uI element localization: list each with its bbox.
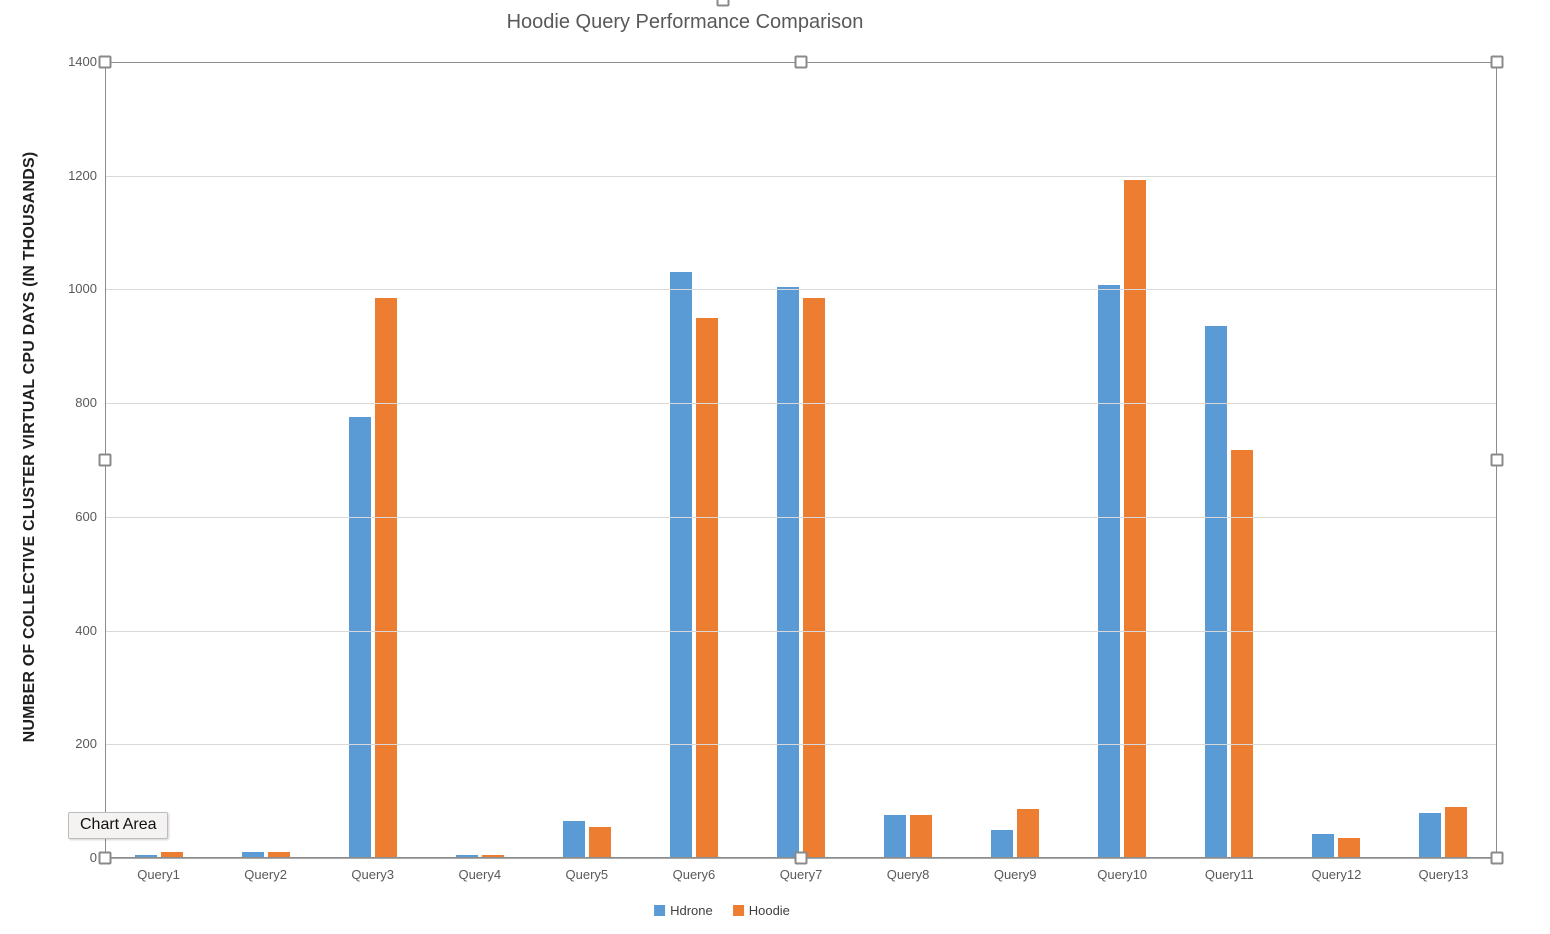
y-tick-label-1200[interactable]: 1200 [68,167,97,183]
bar-hoodie-query4[interactable] [481,855,504,858]
legend-item-hdrone[interactable]: Hdrone [654,903,713,918]
selection-handle-top-center[interactable] [794,55,808,69]
bar-hdrone-query11[interactable] [1205,326,1228,858]
bar-hoodie-query12[interactable] [1338,838,1361,858]
bar-hoodie-query6[interactable] [695,317,718,858]
gridline-800 [105,403,1497,405]
bar-group-query7 [747,62,854,858]
x-label-query3[interactable]: Query3 [351,867,395,882]
legend-label-hoodie: Hoodie [748,903,790,918]
bar-group-query2 [212,62,319,858]
bar-hdrone-query1[interactable] [134,855,157,858]
bar-hdrone-query6[interactable] [669,272,692,858]
bar-hdrone-query8[interactable] [884,814,907,858]
selection-handle-bottom-right[interactable] [1490,851,1504,865]
bar-group-query12 [1283,62,1390,858]
gridline-400 [105,630,1497,632]
x-label-query11[interactable]: Query11 [1204,867,1254,882]
bar-hoodie-query2[interactable] [267,852,290,858]
x-label-query1[interactable]: Query1 [137,867,180,882]
bar-hdrone-query2[interactable] [241,852,264,858]
x-label-query2[interactable]: Query2 [244,867,287,882]
x-label-query5[interactable]: Query5 [565,867,609,882]
gridline-600 [105,516,1497,518]
bar-hoodie-query8[interactable] [910,815,933,858]
bar-group-query13 [1390,62,1497,858]
bar-group-query3 [319,62,426,858]
selection-handle-bottom-center[interactable] [794,851,808,865]
y-tick-label-1000[interactable]: 1000 [68,281,97,297]
bar-hdrone-query3[interactable] [348,417,371,858]
x-label-query9[interactable]: Query9 [993,867,1037,882]
selection-handle-top-left[interactable] [98,55,112,69]
bar-hdrone-query5[interactable] [562,821,585,858]
x-axis-labels: Query1 Query2 Query3 Query4 Query5 Query6 Quer… [105,867,1497,882]
bar-hoodie-query3[interactable] [374,297,397,858]
bar-group-query4 [426,62,533,858]
selection-handle-bottom-left[interactable] [98,851,112,865]
bar-hoodie-query7[interactable] [803,297,825,858]
y-tick-label-400[interactable]: 400 [75,622,97,638]
gridline-1200 [105,175,1497,177]
bar-group-query10 [1069,62,1176,858]
legend-label-hdrone: Hdrone [670,903,713,918]
bar-hdrone-query4[interactable] [455,855,478,858]
chart-title[interactable]: Hoodie Query Performance Comparison [506,11,864,33]
x-label-query13[interactable]: Query13 [1418,867,1469,882]
x-label-query4[interactable]: Query4 [458,867,502,882]
chart-area-tooltip: Chart Area [68,812,169,839]
bar-hdrone-query7[interactable] [777,286,799,858]
legend-swatch-hdrone [654,905,666,916]
x-label-query10[interactable]: Query10 [1097,867,1148,882]
legend-item-hoodie[interactable]: Hoodie [732,903,790,918]
y-tick-label-0[interactable]: 0 [89,850,97,865]
x-label-query12[interactable]: Query12 [1311,867,1362,882]
y-tick-label-800[interactable]: 800 [75,395,97,411]
bars-row [105,62,1497,858]
bar-hdrone-query13[interactable] [1419,812,1442,858]
bar-group-query11 [1176,62,1283,858]
bar-group-query5 [533,62,640,858]
selection-handle-top-right[interactable] [1490,55,1504,69]
legend-swatch-hoodie [732,905,744,916]
bar-hoodie-query5[interactable] [588,826,611,858]
bar-group-query8 [855,62,962,858]
gridline-200 [105,744,1497,746]
x-label-query7[interactable]: Query7 [779,867,823,882]
bar-hoodie-query11[interactable] [1231,449,1254,858]
y-tick-label-200[interactable]: 200 [75,736,97,752]
bar-group-query6 [640,62,747,858]
legend[interactable]: Hdrone Hoodie [654,903,790,918]
y-tick-label-1400[interactable]: 1400 [68,54,97,69]
bar-hoodie-query9[interactable] [1017,808,1040,858]
x-label-query6[interactable]: Query6 [672,867,716,882]
bar-hdrone-query10[interactable] [1098,284,1121,858]
bar-hoodie-query13[interactable] [1445,806,1468,858]
bar-hdrone-query12[interactable] [1312,833,1335,858]
x-label-query8[interactable]: Query8 [886,867,930,882]
y-tick-label-600[interactable]: 600 [75,508,97,524]
bar-hoodie-query1[interactable] [160,852,183,858]
plot-area[interactable] [105,62,1497,858]
selection-handle-chart-top[interactable] [716,0,730,7]
bar-hoodie-query10[interactable] [1124,179,1147,858]
gridline-1000 [105,289,1497,291]
bar-group-query9 [962,62,1069,858]
bar-group-query1 [105,62,212,858]
selection-handle-middle-right[interactable] [1490,453,1504,467]
bar-hdrone-query9[interactable] [991,829,1014,858]
selection-handle-middle-left[interactable] [98,453,112,467]
y-axis-title[interactable]: NUMBER OF COLLECTIVE CLUSTER VIRTUAL CPU… [21,151,38,743]
